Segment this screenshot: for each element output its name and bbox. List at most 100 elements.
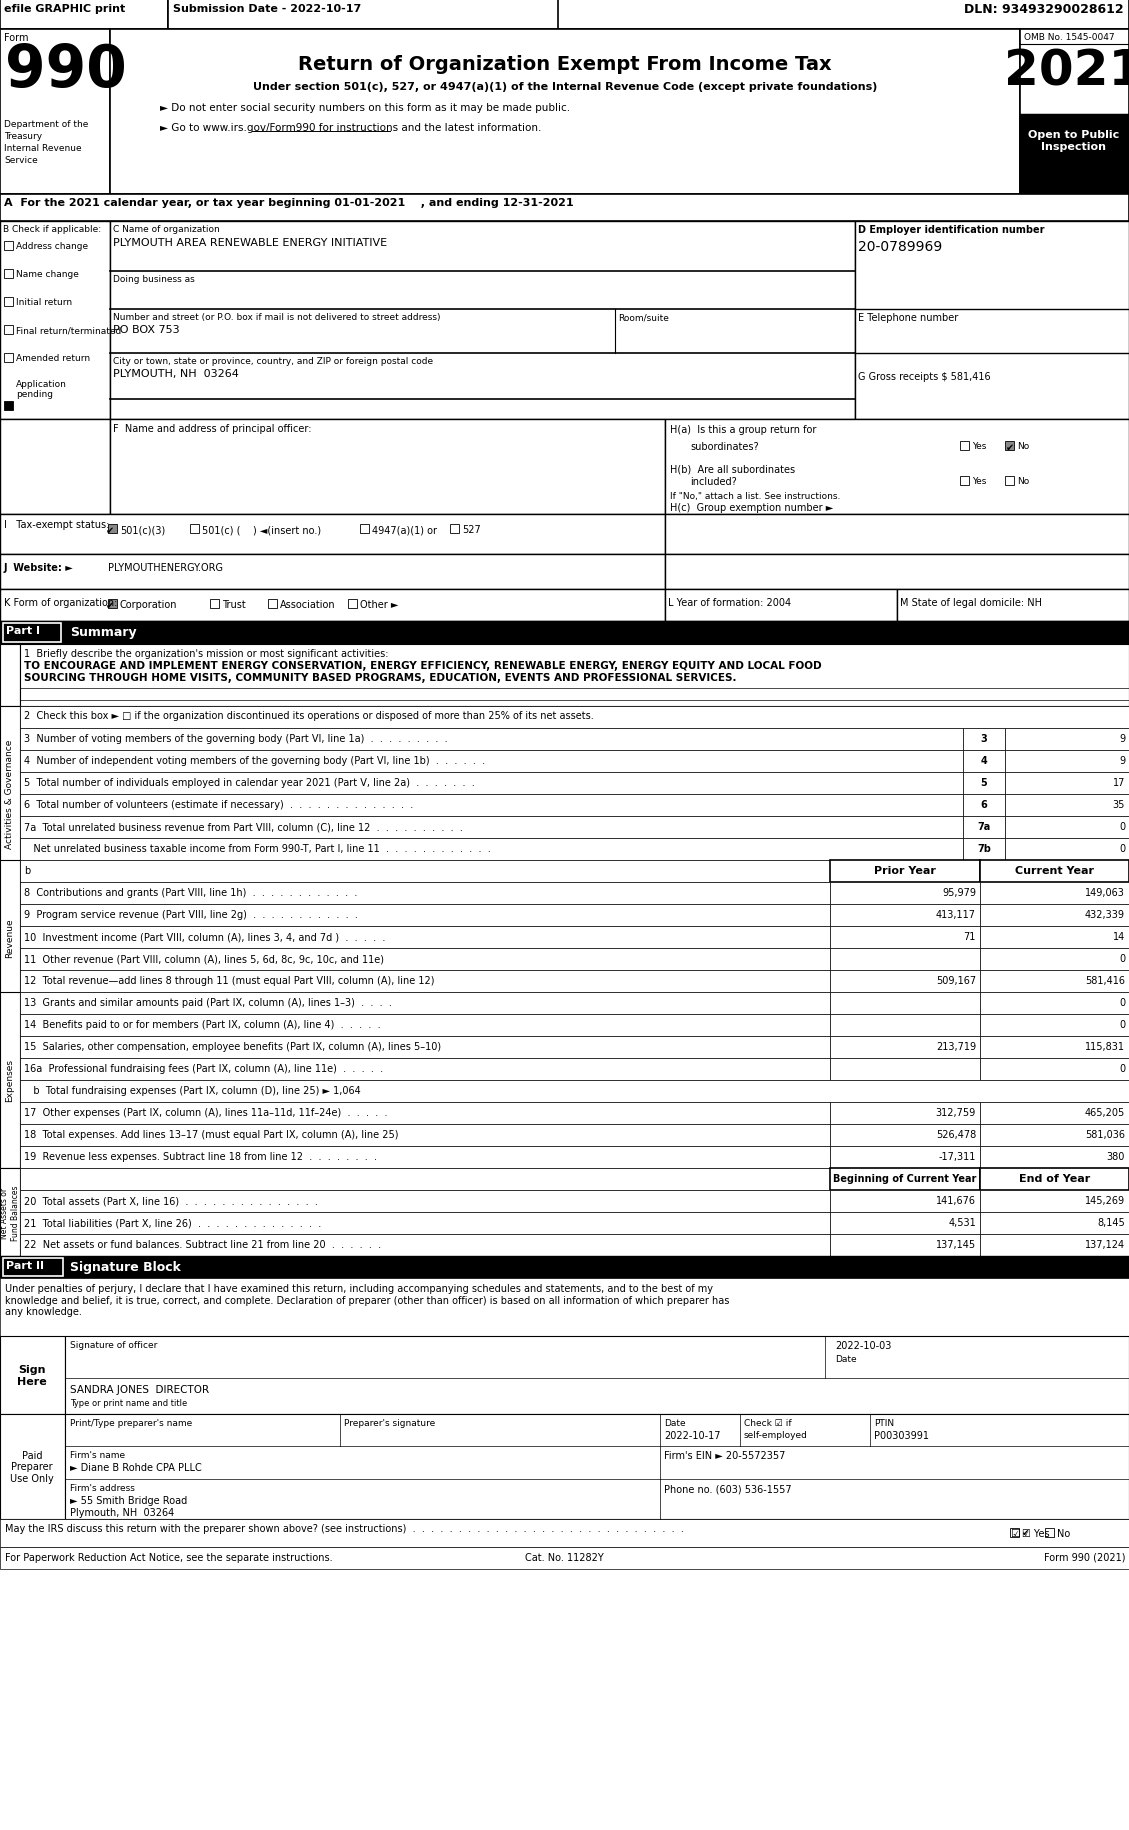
Bar [108, 600, 117, 609]
Text: Number and street (or P.O. box if mail is not delivered to street address): Number and street (or P.O. box if mail i… [113, 313, 440, 322]
Bar [830, 1014, 980, 1036]
Text: 3: 3 [981, 734, 988, 743]
Text: 8  Contributions and grants (Part VIII, line 1h)  .  .  .  .  .  .  .  .  .  .  : 8 Contributions and grants (Part VIII, l… [24, 888, 358, 897]
Text: subordinates?: subordinates? [690, 441, 759, 452]
Text: 501(c) (    ) ◄(insert no.): 501(c) ( ) ◄(insert no.) [202, 525, 321, 534]
Text: If "No," attach a list. See instructions.: If "No," attach a list. See instructions… [669, 492, 840, 501]
Bar [5, 326, 14, 335]
Bar [980, 1124, 1129, 1146]
Text: Sign
Here: Sign Here [17, 1365, 47, 1385]
Text: E Telephone number: E Telephone number [858, 313, 959, 322]
Bar [980, 882, 1129, 904]
Text: 115,831: 115,831 [1085, 1041, 1124, 1052]
Text: Department of the: Department of the [5, 121, 88, 128]
Text: Other ►: Other ► [360, 600, 399, 609]
Text: OMB No. 1545-0047: OMB No. 1545-0047 [1024, 33, 1114, 42]
Text: Treasury: Treasury [5, 132, 42, 141]
Text: Part II: Part II [6, 1261, 44, 1270]
Bar [20, 904, 830, 926]
Text: P00303991: P00303991 [874, 1431, 929, 1440]
Bar [110, 29, 1019, 194]
Text: 5  Total number of individuals employed in calendar year 2021 (Part V, line 2a) : 5 Total number of individuals employed i… [24, 778, 475, 787]
Bar [20, 970, 830, 992]
Bar [20, 1014, 830, 1036]
Bar [980, 1014, 1129, 1036]
Text: 581,036: 581,036 [1085, 1129, 1124, 1140]
Bar [0, 1336, 65, 1415]
Bar [65, 1336, 1129, 1415]
Text: 0: 0 [1119, 844, 1124, 853]
Text: 137,124: 137,124 [1085, 1239, 1124, 1250]
Text: 8,145: 8,145 [1097, 1217, 1124, 1228]
Text: 12  Total revenue—add lines 8 through 11 (must equal Part VIII, column (A), line: 12 Total revenue—add lines 8 through 11 … [24, 975, 435, 986]
Text: 14: 14 [1113, 931, 1124, 941]
Bar [960, 441, 969, 450]
Text: 0: 0 [1119, 997, 1124, 1008]
Bar [665, 554, 1129, 589]
Text: F  Name and address of principal officer:: F Name and address of principal officer: [113, 425, 312, 434]
Bar [830, 1233, 980, 1257]
Text: Form: Form [5, 33, 28, 42]
Text: TO ENCOURAGE AND IMPLEMENT ENERGY CONSERVATION, ENERGY EFFICIENCY, RENEWABLE ENE: TO ENCOURAGE AND IMPLEMENT ENERGY CONSER… [24, 661, 822, 670]
Bar [0, 589, 665, 622]
Bar [980, 1168, 1129, 1190]
Text: Association: Association [280, 600, 335, 609]
Bar [0, 860, 20, 1014]
Bar [360, 525, 369, 534]
Bar [963, 728, 1005, 750]
Text: L Year of formation: 2004: L Year of formation: 2004 [668, 598, 791, 608]
Bar [1005, 772, 1129, 794]
Bar [830, 904, 980, 926]
Text: 19  Revenue less expenses. Subtract line 18 from line 12  .  .  .  .  .  .  .  .: 19 Revenue less expenses. Subtract line … [24, 1151, 377, 1162]
Bar [0, 1168, 20, 1257]
Text: Date: Date [664, 1418, 685, 1427]
Bar [190, 525, 199, 534]
Text: Firm's EIN ► 20-5572357: Firm's EIN ► 20-5572357 [664, 1449, 786, 1460]
Bar [108, 525, 117, 534]
Bar [20, 838, 963, 860]
Bar [0, 514, 665, 554]
Bar [980, 948, 1129, 970]
Bar [830, 860, 980, 882]
Bar [20, 926, 830, 948]
Text: G Gross receipts $ 581,416: G Gross receipts $ 581,416 [858, 371, 990, 382]
Text: K Form of organization:: K Form of organization: [5, 598, 117, 608]
Text: Expenses: Expenses [6, 1060, 15, 1102]
Text: 2021: 2021 [1005, 48, 1129, 95]
Text: 1  Briefly describe the organization's mission or most significant activities:: 1 Briefly describe the organization's mi… [24, 648, 388, 659]
Text: SOURCING THROUGH HOME VISITS, COMMUNITY BASED PROGRAMS, EDUCATION, EVENTS AND PR: SOURCING THROUGH HOME VISITS, COMMUNITY … [24, 673, 736, 683]
Bar [898, 589, 1129, 622]
Bar [20, 706, 1129, 728]
Text: PTIN: PTIN [874, 1418, 894, 1427]
Text: 145,269: 145,269 [1085, 1195, 1124, 1206]
Bar [980, 992, 1129, 1014]
Text: Signature of officer: Signature of officer [70, 1340, 157, 1349]
Text: 21  Total liabilities (Part X, line 26)  .  .  .  .  .  .  .  .  .  .  .  .  .  : 21 Total liabilities (Part X, line 26) .… [24, 1217, 322, 1228]
Bar [830, 926, 980, 948]
Text: 9: 9 [1119, 734, 1124, 743]
Text: 7a  Total unrelated business revenue from Part VIII, column (C), line 12  .  .  : 7a Total unrelated business revenue from… [24, 822, 463, 831]
Text: Corporation: Corporation [120, 600, 177, 609]
Bar [0, 622, 1129, 644]
Text: 17  Other expenses (Part IX, column (A), lines 11a–11d, 11f–24e)  .  .  .  .  .: 17 Other expenses (Part IX, column (A), … [24, 1107, 387, 1118]
Text: Trust: Trust [222, 600, 246, 609]
Text: ► Diane B Rohde CPA PLLC: ► Diane B Rohde CPA PLLC [70, 1462, 202, 1471]
Bar [20, 992, 830, 1014]
Text: Doing business as: Doing business as [113, 274, 194, 284]
Text: Revenue: Revenue [6, 917, 15, 957]
Text: Signature Block: Signature Block [70, 1261, 181, 1274]
Text: 13  Grants and similar amounts paid (Part IX, column (A), lines 1–3)  .  .  .  .: 13 Grants and similar amounts paid (Part… [24, 997, 392, 1008]
Text: 4: 4 [981, 756, 988, 765]
Text: Check ☑ if: Check ☑ if [744, 1418, 791, 1427]
Bar [0, 194, 1129, 221]
Bar [3, 1259, 63, 1276]
Text: Under penalties of perjury, I declare that I have examined this return, includin: Under penalties of perjury, I declare th… [5, 1283, 729, 1316]
Bar [980, 1233, 1129, 1257]
Bar [348, 600, 357, 609]
Bar [20, 1124, 830, 1146]
Text: 7a: 7a [978, 822, 990, 831]
Bar [960, 478, 969, 485]
Bar [20, 1102, 830, 1124]
Text: b: b [24, 866, 30, 875]
Bar [830, 948, 980, 970]
